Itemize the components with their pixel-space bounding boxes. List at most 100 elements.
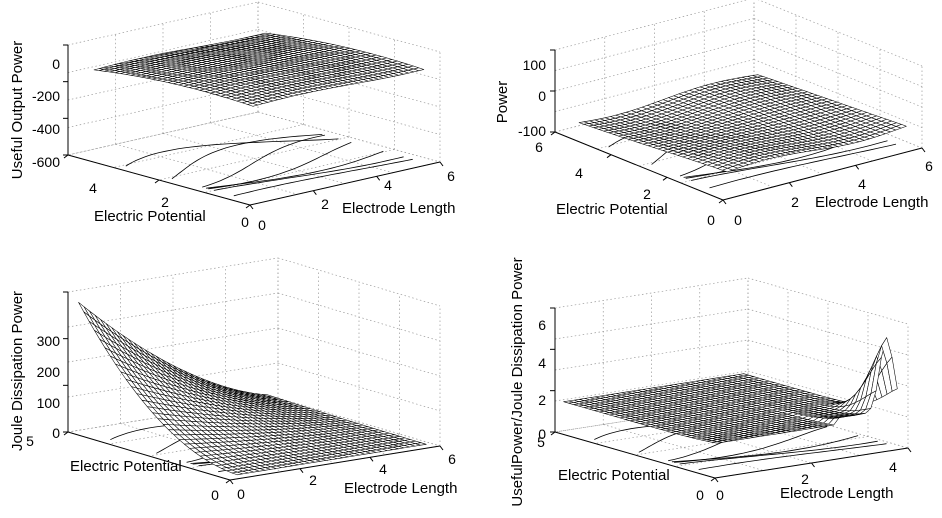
surface-cell bbox=[895, 124, 907, 129]
x-axis-label: Electrode Length bbox=[780, 485, 893, 502]
gridline bbox=[67, 292, 279, 328]
x-axis-label: Electrode Length bbox=[815, 194, 928, 211]
x-tick bbox=[376, 176, 381, 181]
x-tick bbox=[788, 182, 793, 187]
gridline bbox=[753, 18, 923, 87]
contour-line bbox=[125, 138, 339, 167]
y-tick-label: 6 bbox=[535, 139, 543, 155]
x-axis-line bbox=[722, 147, 923, 201]
contour-line bbox=[171, 134, 323, 180]
z-tick-label: 6 bbox=[538, 317, 546, 333]
gridline bbox=[67, 257, 279, 293]
contour-line bbox=[233, 158, 413, 197]
gridline bbox=[257, 56, 441, 108]
x-tick-label: 4 bbox=[858, 176, 866, 192]
contour-line bbox=[709, 143, 897, 189]
gridline bbox=[277, 292, 441, 342]
gridline bbox=[67, 397, 279, 433]
gridline bbox=[554, 18, 755, 71]
x-tick bbox=[369, 457, 374, 462]
gridline bbox=[277, 397, 441, 447]
panel-joule-dissipation-power: 0 100 200 300 0 2 4 6 0 5 Electrode Leng… bbox=[9, 257, 457, 503]
gridline bbox=[277, 362, 441, 412]
y-tick bbox=[154, 179, 160, 184]
x-tick bbox=[811, 462, 815, 468]
x-tick-label: 4 bbox=[889, 459, 897, 475]
x-tick bbox=[439, 161, 444, 167]
y-axis-label: Electric Potential bbox=[558, 467, 670, 484]
x-tick bbox=[722, 199, 727, 205]
x-axis-label: Electrode Length bbox=[344, 480, 457, 497]
z-tick-label: -100 bbox=[518, 123, 546, 139]
y-axis-line bbox=[554, 131, 724, 201]
x-tick-label: 2 bbox=[791, 194, 799, 210]
panel-useful-output-power: 0 -200 -400 -600 0 2 4 6 0 2 4 Electrode… bbox=[9, 1, 455, 233]
x-tick bbox=[249, 204, 254, 210]
gridline bbox=[113, 124, 304, 168]
gridline bbox=[67, 362, 279, 398]
y-tick bbox=[606, 154, 612, 159]
y-tick-label: 2 bbox=[161, 194, 169, 210]
x-tick bbox=[229, 479, 234, 485]
z-tick-label: -400 bbox=[32, 121, 60, 137]
y-tick bbox=[662, 176, 668, 181]
contour-line bbox=[691, 140, 888, 181]
x-tick-label: 0 bbox=[237, 486, 245, 502]
z-tick-label: 4 bbox=[538, 355, 546, 371]
gridline bbox=[67, 327, 279, 363]
x-tick bbox=[312, 190, 317, 195]
x-tick-label: 6 bbox=[447, 168, 455, 184]
gridline bbox=[67, 111, 259, 156]
x-tick-label: 2 bbox=[309, 472, 317, 488]
z-tick-label: 0 bbox=[538, 88, 546, 104]
x-axis-line bbox=[249, 161, 441, 206]
y-tick bbox=[710, 477, 716, 482]
y-tick-label: 0 bbox=[241, 214, 249, 230]
gridline bbox=[257, 111, 441, 163]
z-axis-label: Power bbox=[494, 81, 511, 124]
x-tick-label: 6 bbox=[448, 451, 456, 467]
z-tick-label: -600 bbox=[32, 154, 60, 170]
x-tick-label: 2 bbox=[321, 196, 329, 212]
contour-line bbox=[202, 134, 325, 188]
panel-power: 100 0 -100 0 2 4 6 0 2 4 6 Electrode Len… bbox=[494, 0, 933, 228]
z-tick-label: 100 bbox=[37, 395, 61, 411]
y-tick-label: 5 bbox=[537, 434, 545, 450]
y-tick-label: 5 bbox=[26, 433, 34, 449]
gridline bbox=[162, 133, 346, 184]
y-tick bbox=[225, 479, 231, 484]
z-tick-label: -200 bbox=[32, 88, 60, 104]
x-tick bbox=[855, 165, 860, 170]
x-tick bbox=[714, 477, 719, 483]
y-tick bbox=[718, 199, 724, 204]
gridline bbox=[158, 136, 350, 181]
surface-cell bbox=[78, 302, 90, 317]
y-tick-label: 4 bbox=[575, 165, 583, 181]
gridline bbox=[747, 277, 909, 325]
z-axis-label: UsefulPower/Joule Dissipation Power bbox=[509, 257, 526, 506]
gridline bbox=[277, 327, 441, 377]
y-tick bbox=[245, 204, 251, 209]
x-tick bbox=[921, 147, 926, 153]
y-tick-label: 0 bbox=[696, 487, 704, 503]
x-tick bbox=[439, 445, 444, 451]
gridline bbox=[115, 143, 298, 195]
y-axis-label: Electric Potential bbox=[94, 208, 206, 225]
gridline bbox=[204, 149, 395, 193]
x-tick-label: 0 bbox=[716, 487, 724, 503]
x-axis-label: Electrode Length bbox=[342, 200, 455, 217]
surface-cell bbox=[413, 67, 425, 71]
gridline bbox=[67, 29, 259, 73]
gridline bbox=[67, 1, 259, 46]
y-axis-label: Electric Potential bbox=[556, 201, 668, 218]
z-axis-label: Joule Dissipation Power bbox=[9, 291, 26, 451]
contour-line bbox=[208, 142, 352, 190]
z-tick-label: 300 bbox=[37, 333, 61, 349]
x-tick-label: 0 bbox=[734, 212, 742, 228]
z-tick-label: 0 bbox=[52, 425, 60, 441]
gridline bbox=[148, 421, 360, 457]
panel-useful-joule-ratio: 0 2 4 6 0 2 4 0 5 Electrode Length Elect… bbox=[509, 257, 912, 507]
y-tick-label: 4 bbox=[89, 180, 97, 196]
